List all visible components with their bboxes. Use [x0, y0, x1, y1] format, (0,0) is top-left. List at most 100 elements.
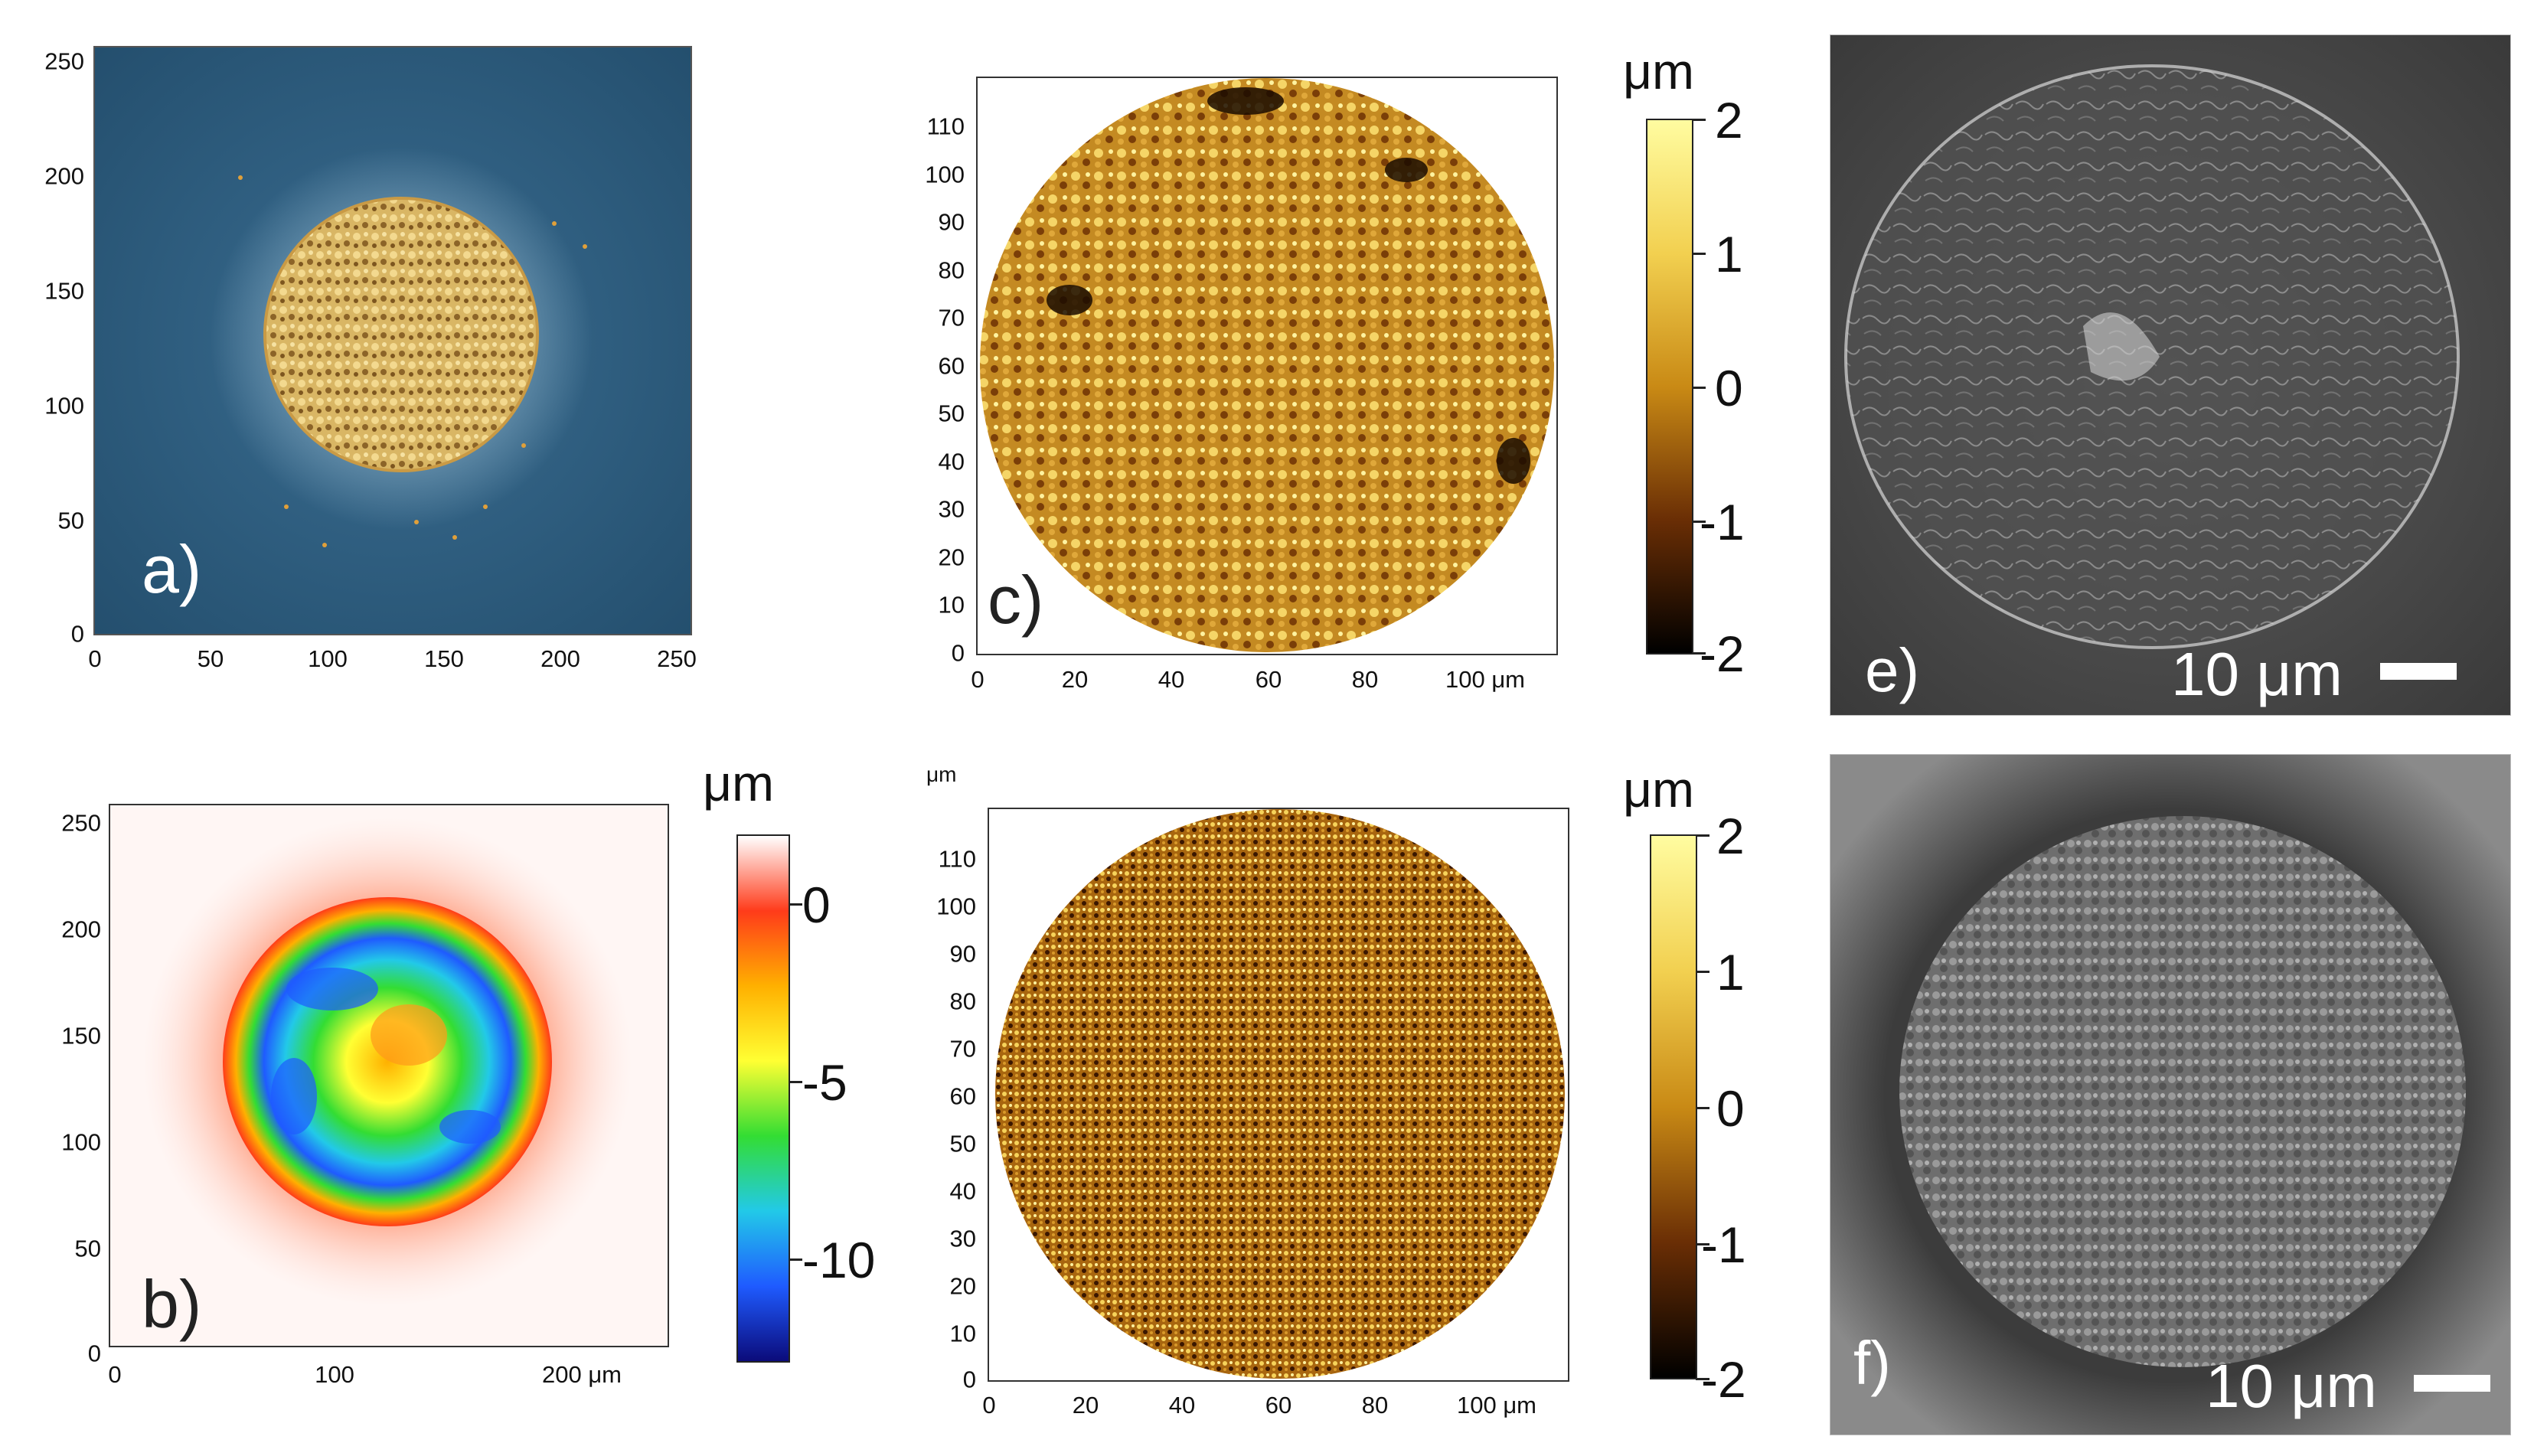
x-tick: 100: [308, 645, 348, 672]
colorbar-tick-mark: [1696, 971, 1709, 973]
panel-c-label: c): [988, 562, 1044, 638]
panel-d-y-unit: μm: [926, 762, 957, 786]
y-tick: 40: [938, 448, 965, 475]
panel-e: e) 10 μm: [1830, 34, 2511, 716]
panel-f-label: f): [1853, 1329, 1891, 1397]
y-tick: 20: [938, 544, 965, 571]
colorbar-tick-mark: [789, 1081, 802, 1083]
panel-c-height-map: [980, 78, 1554, 652]
x-tick: 60: [1255, 666, 1282, 693]
colorbar-tick: 1: [1715, 226, 1743, 282]
x-tick: 60: [1265, 1392, 1292, 1418]
colorbar-tick-mark: [1696, 1378, 1709, 1380]
y-tick: 0: [70, 620, 84, 648]
y-tick: 90: [938, 208, 965, 236]
y-tick: 0: [962, 1366, 976, 1393]
y-tick: 150: [44, 277, 84, 305]
x-tick: 200 μm: [541, 1361, 622, 1388]
x-tick: 100 μm: [1456, 1392, 1537, 1418]
x-tick: 80: [1361, 1392, 1389, 1418]
y-tick: 80: [938, 256, 965, 284]
panel-c-image: [976, 77, 1558, 655]
panel-e-scale-text: 10 μm: [2171, 640, 2343, 708]
panel-a-label: a): [142, 531, 202, 607]
panel-e-scale-bar: [2380, 663, 2457, 680]
y-tick: 250: [44, 47, 84, 75]
panel-f-sem-image: [1830, 755, 2510, 1435]
x-tick: 0: [971, 666, 985, 693]
y-tick: 20: [949, 1272, 976, 1300]
y-tick: 100: [61, 1128, 101, 1156]
y-tick: 250: [61, 809, 101, 837]
colorbar-gradient: [736, 834, 790, 1363]
y-tick: 100: [44, 392, 84, 419]
y-tick: 80: [949, 988, 976, 1015]
y-tick: 50: [938, 400, 965, 427]
panel-a: a) 250 200 150 100 50 0 0 50 100 150 200…: [0, 0, 720, 689]
y-tick: 90: [949, 940, 976, 968]
panel-a-optical-micrograph: [95, 47, 691, 634]
panel-b-label: b): [142, 1266, 202, 1342]
colorbar-tick: 0: [1716, 1080, 1745, 1137]
panel-b-image: [109, 804, 669, 1347]
y-tick: 30: [938, 495, 965, 523]
x-tick: 0: [982, 1392, 996, 1418]
x-tick: 150: [424, 645, 464, 672]
y-tick: 70: [938, 304, 965, 331]
colorbar-tick-mark: [1692, 253, 1706, 255]
colorbar-tick: -2: [1700, 625, 1745, 682]
y-tick: 50: [949, 1130, 976, 1157]
y-tick: 0: [87, 1340, 101, 1367]
x-tick: 40: [1168, 1392, 1196, 1418]
colorbar-unit: μm: [1623, 761, 1695, 818]
x-tick: 100: [315, 1361, 354, 1388]
colorbar-tick-mark: [789, 1258, 802, 1261]
y-tick: 50: [57, 507, 84, 534]
y-tick: 110: [938, 845, 976, 873]
panel-f-scale-bar: [2414, 1375, 2490, 1392]
colorbar-gradient: [1646, 119, 1693, 655]
x-tick: 100 μm: [1445, 666, 1526, 693]
colorbar-tick: 0: [802, 877, 831, 933]
x-tick: 50: [197, 645, 224, 672]
colorbar-tick: -2: [1701, 1351, 1746, 1408]
x-tick: 20: [1072, 1392, 1099, 1418]
x-tick: 250: [657, 645, 697, 672]
colorbar-tick: 2: [1716, 808, 1745, 864]
y-tick: 10: [949, 1320, 976, 1347]
y-tick: 30: [949, 1225, 976, 1252]
panel-e-sem-image: [1830, 35, 2510, 715]
y-tick: 0: [951, 639, 965, 667]
colorbar-tick-mark: [1696, 1243, 1709, 1245]
colorbar-tick-mark: [1692, 521, 1706, 523]
colorbar-gradient: [1650, 834, 1697, 1379]
y-tick: 100: [925, 161, 965, 188]
panel-a-image: [93, 46, 692, 635]
x-tick: 0: [88, 645, 102, 672]
colorbar-tick: -10: [802, 1232, 876, 1288]
colorbar-tick-mark: [1692, 652, 1706, 655]
x-tick: 200: [540, 645, 580, 672]
y-tick: 60: [949, 1082, 976, 1110]
y-tick: 70: [949, 1035, 976, 1063]
panel-e-label: e): [1865, 636, 1920, 704]
panel-b: b) 250 200 150 100 50 0 0 100 200 μm μm …: [0, 735, 903, 1424]
y-tick: 40: [949, 1177, 976, 1205]
panel-d: μm d) 110 100 90 80 70 60 50 40 30 20 10: [903, 735, 1776, 1439]
colorbar-unit: μm: [1623, 43, 1695, 100]
y-tick: 150: [61, 1022, 101, 1050]
panel-d-image: [988, 808, 1569, 1382]
y-tick: 50: [74, 1235, 101, 1262]
colorbar-tick-mark: [1692, 119, 1706, 121]
colorbar-unit: μm: [703, 755, 775, 811]
y-tick: 60: [938, 352, 965, 380]
y-tick: 110: [926, 113, 965, 140]
colorbar-tick: -1: [1701, 1216, 1746, 1273]
panel-d-label: d): [989, 1293, 1050, 1369]
y-tick: 200: [61, 916, 101, 943]
panel-f-scale-text: 10 μm: [2206, 1352, 2377, 1420]
y-tick: 200: [44, 162, 84, 190]
panel-c: c) 110 100 90 80 70 60 50 40 30 20 10 0 …: [903, 0, 1776, 712]
panel-b-depth-map: [110, 805, 668, 1346]
y-tick: 10: [938, 591, 965, 619]
